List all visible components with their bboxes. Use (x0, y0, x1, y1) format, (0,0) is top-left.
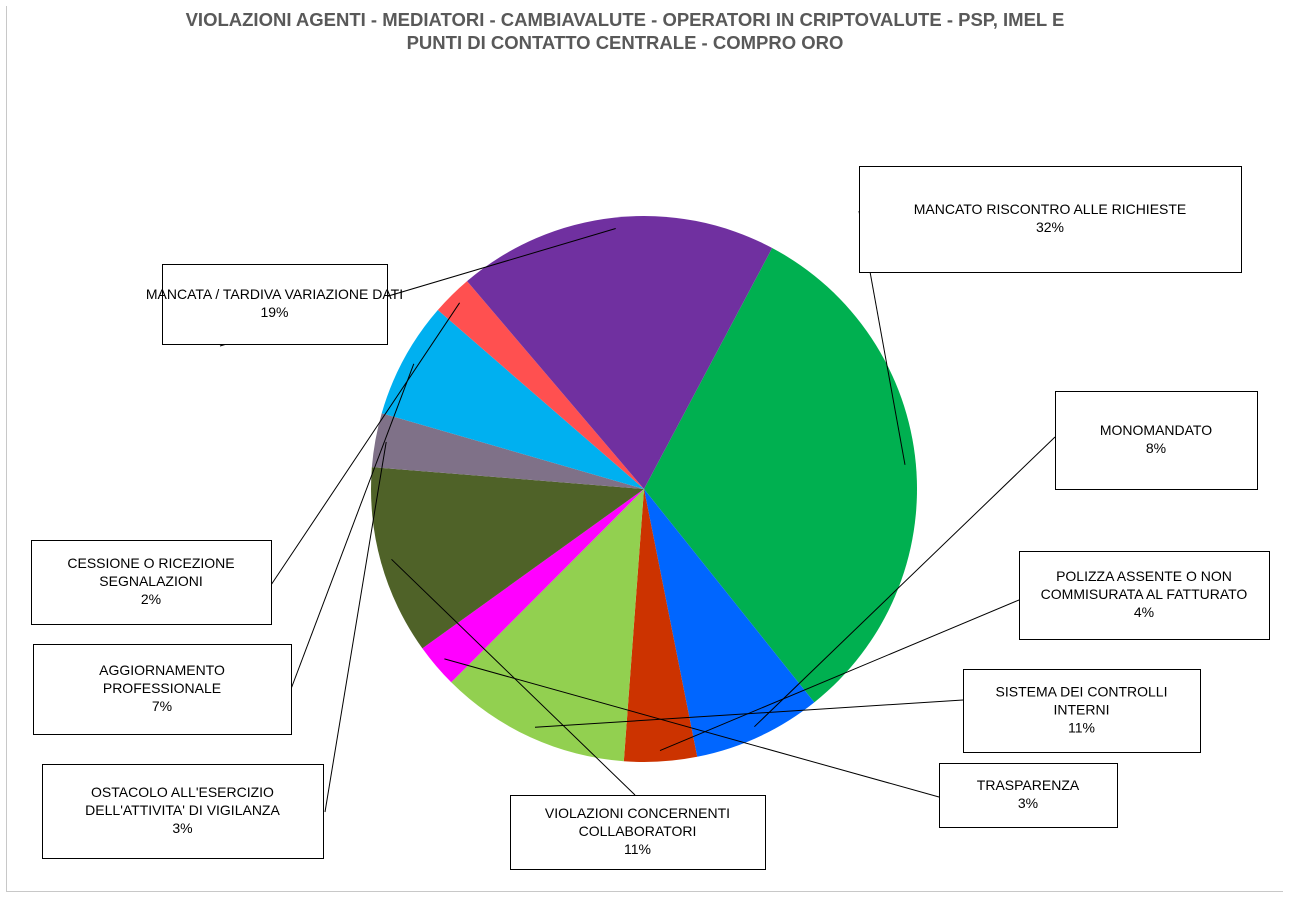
pie-slice (437, 281, 644, 489)
leader-line (659, 599, 1020, 752)
slice-percent-label: 4% (1134, 604, 1154, 620)
slice-label-text: OSTACOLO ALL'ESERCIZIO (91, 784, 274, 800)
slice-label-text: DELL'ATTIVITA' DI VIGILANZA (85, 802, 280, 818)
slice-label: SISTEMA DEI CONTROLLI INTERNI 11% (963, 669, 1201, 753)
chart-title-line-2: PUNTI DI CONTATTO CENTRALE - COMPRO ORO (406, 32, 844, 53)
label-box (1019, 551, 1270, 640)
slice-percent-label: 7% (152, 698, 172, 714)
slice-label: MANCATO RISCONTRO ALLE RICHIESTE 32% (859, 166, 1242, 273)
slice-percent-label: 2% (141, 591, 161, 607)
slice-percent-label: 32% (1036, 219, 1064, 235)
slice-label-text: MANCATA / TARDIVA VARIAZIONE DATI (146, 286, 403, 302)
label-box (1055, 391, 1258, 490)
leader-line (534, 699, 964, 728)
label-box (162, 264, 388, 345)
slice-percent-label: 8% (1146, 440, 1166, 456)
label-box (939, 763, 1118, 828)
pie-slice (623, 489, 698, 762)
slice-label-text: AGGIORNAMENTO (99, 662, 225, 678)
label-box (859, 166, 1242, 273)
pie-slice (371, 467, 644, 649)
label-box (31, 540, 272, 625)
leader-line (754, 436, 1056, 728)
slice-percent-label: 11% (1068, 720, 1095, 736)
slice-label-text: MANCATO RISCONTRO ALLE RICHIESTE (914, 201, 1187, 217)
pie-slice (644, 489, 815, 757)
slice-percent-label: 19% (260, 304, 288, 320)
slice-label: TRASPARENZA 3% (939, 763, 1118, 828)
chart-title-line-1: VIOLAZIONI AGENTI - MEDIATORI - CAMBIAVA… (185, 9, 1065, 30)
slice-labels: MANCATO RISCONTRO ALLE RICHIESTE 32% MONOM… (31, 166, 1270, 870)
chart-frame (6, 6, 1283, 892)
label-box (42, 764, 324, 859)
slice-label-text: COMMISURATA AL FATTURATO (1041, 586, 1248, 602)
slice-label: OSTACOLO ALL'ESERCIZIO DELL'ATTIVITA' DI … (42, 764, 324, 859)
slice-label-text: POLIZZA ASSENTE O NON (1056, 568, 1232, 584)
pie-slice (451, 489, 644, 762)
leader-lines (219, 210, 1056, 813)
slice-label-text: SEGNALAZIONI (99, 573, 202, 589)
label-box (33, 644, 292, 735)
leader-line (270, 302, 461, 586)
slice-label-text: TRASPARENZA (977, 777, 1080, 793)
label-box (963, 669, 1201, 753)
pie-slice (381, 310, 644, 489)
slice-label: VIOLAZIONI CONCERNENTI COLLABORATORI 11% (510, 795, 766, 870)
slice-label-text: CESSIONE O RICEZIONE (67, 555, 234, 571)
slice-label: POLIZZA ASSENTE O NON COMMISURATA AL FATT… (1019, 551, 1270, 640)
pie-slice (371, 413, 644, 489)
slice-percent-label: 3% (1018, 795, 1038, 811)
pie-slice (422, 489, 644, 683)
slice-label-text: VIOLAZIONI CONCERNENTI (545, 805, 730, 821)
leader-line (444, 658, 940, 798)
slice-label-text: INTERNI (1054, 702, 1110, 718)
slice-label-text: SISTEMA DEI CONTROLLI (996, 684, 1168, 700)
slice-label-text: PROFESSIONALE (103, 680, 221, 696)
pie-slices (371, 216, 918, 762)
label-box (510, 795, 766, 870)
slice-percent-label: 3% (172, 820, 192, 836)
slice-label: MANCATA / TARDIVA VARIAZIONE DATI 19% (146, 264, 403, 345)
slice-label-text: MONOMANDATO (1100, 422, 1212, 438)
pie-slice (467, 216, 773, 489)
leader-line (391, 558, 636, 796)
slice-label-text: COLLABORATORI (579, 823, 697, 839)
slice-percent-label: 11% (624, 841, 651, 857)
chart-title: VIOLAZIONI AGENTI - MEDIATORI - CAMBIAVA… (0, 8, 1250, 54)
slice-label: AGGIORNAMENTO PROFESSIONALE 7% (33, 644, 292, 735)
leader-line (290, 363, 415, 690)
pie-slice (644, 247, 918, 703)
leader-line (324, 441, 387, 813)
slice-label: CESSIONE O RICEZIONE SEGNALAZIONI 2% (31, 540, 272, 625)
slice-label: MONOMANDATO 8% (1055, 391, 1258, 490)
